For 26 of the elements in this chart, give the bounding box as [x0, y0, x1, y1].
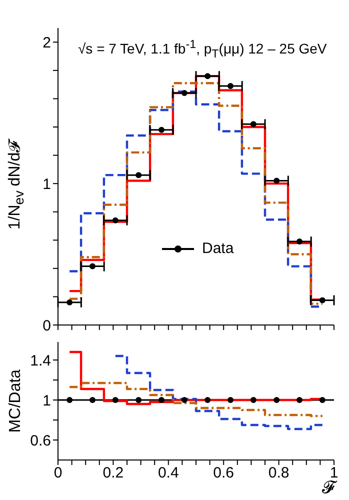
- y-tick-label: 2: [42, 34, 51, 52]
- point: [136, 172, 142, 178]
- annotation: √s = 7 TeV, 1.1 fb$^{-1}$, p$_{T}$(μμ) 12 – 25 GeV: [78, 38, 327, 60]
- point: [250, 121, 256, 128]
- x-tick-label: 0: [54, 464, 62, 482]
- x-tick-label: 0.4: [158, 464, 179, 482]
- y-axis-title: MC/Data: [7, 369, 25, 433]
- point: [181, 90, 188, 96]
- y-tick-label: 0: [42, 317, 51, 334]
- legend-label: Data: [202, 240, 234, 257]
- x-tick-label: 0.8: [268, 464, 290, 482]
- x-tick-label: 0.2: [102, 464, 124, 482]
- x-tick-label: 0.6: [213, 464, 234, 482]
- point: [204, 73, 211, 80]
- y-tick-label: 1: [42, 392, 51, 410]
- point: [112, 217, 118, 224]
- point: [228, 82, 234, 89]
- point: [158, 126, 164, 133]
- point: [296, 238, 302, 245]
- y-tick-label: 1.4: [30, 352, 51, 370]
- point: [319, 297, 326, 304]
- point: [66, 299, 73, 306]
- point: [90, 263, 96, 270]
- y-tick-label: 1: [42, 176, 51, 193]
- y-tick-label: 0.6: [30, 432, 51, 450]
- point: [274, 178, 280, 184]
